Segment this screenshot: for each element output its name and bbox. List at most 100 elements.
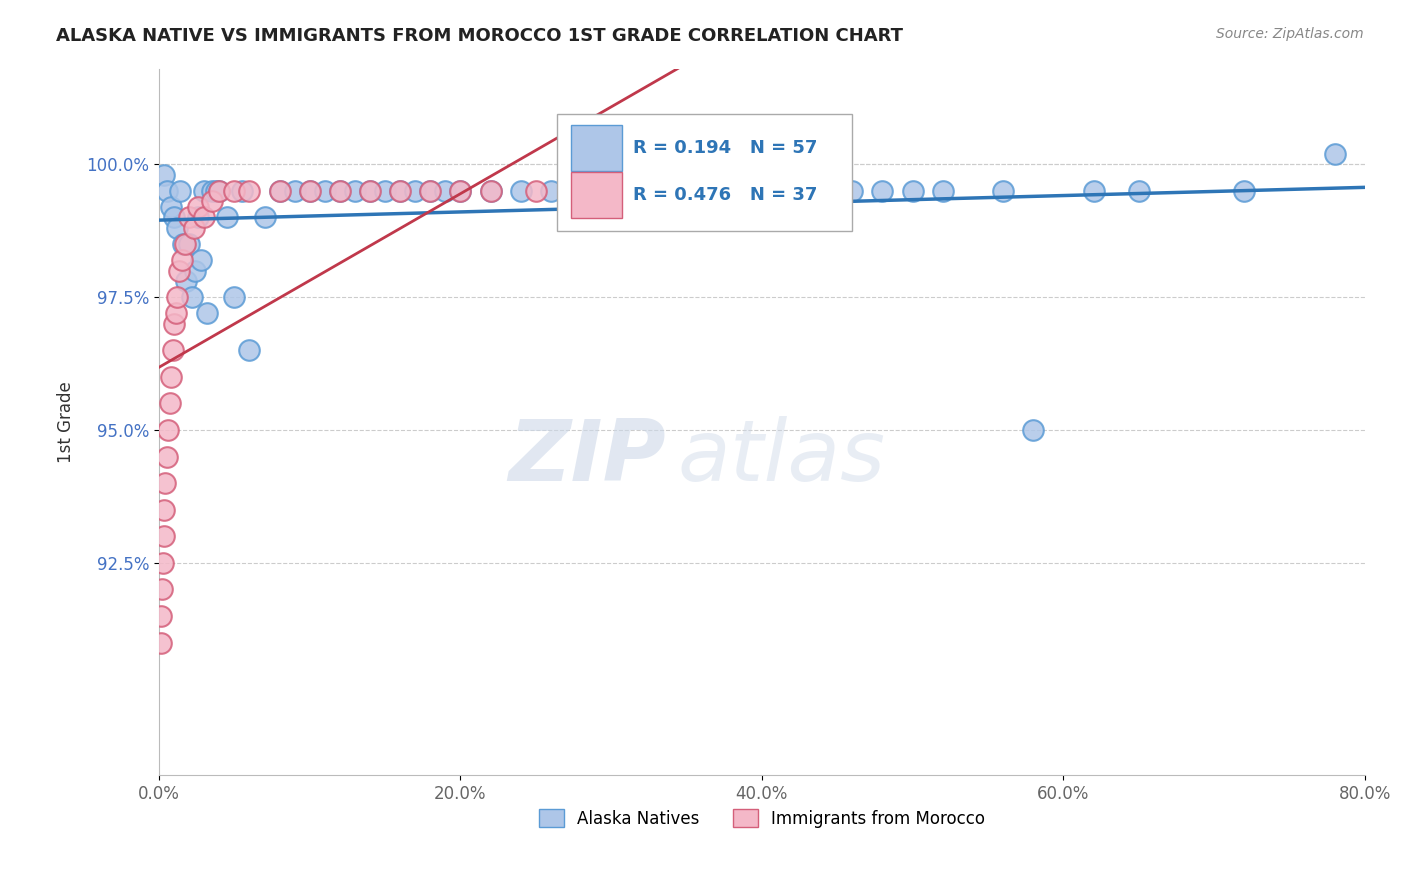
Text: atlas: atlas [678,416,886,499]
Point [166,290,188,304]
Point [152,529,174,543]
Point [269,184,291,198]
Point [201,194,224,209]
Point [153,502,176,516]
Point [449,184,471,198]
Point [149,635,172,649]
Point [205,184,228,198]
Point [449,184,471,198]
Point [224,290,246,304]
Text: ALASKA NATIVE VS IMMIGRANTS FROM MOROCCO 1ST GRADE CORRELATION CHART: ALASKA NATIVE VS IMMIGRANTS FROM MOROCCO… [56,27,903,45]
Point [195,306,218,320]
Point [329,184,352,198]
Point [991,184,1014,198]
Point [238,184,260,198]
FancyBboxPatch shape [557,114,852,231]
Y-axis label: 1st Grade: 1st Grade [58,381,75,463]
Point [569,184,592,198]
Point [183,221,205,235]
Point [600,184,623,198]
Point [284,184,307,198]
Text: R = 0.476   N = 37: R = 0.476 N = 37 [633,186,817,204]
Point [1022,423,1045,437]
Point [419,184,441,198]
Point [600,184,623,198]
Point [173,236,195,251]
Point [167,263,190,277]
Point [193,211,215,225]
Point [179,211,201,225]
Point [157,423,180,437]
Point [780,184,803,198]
Point [419,184,441,198]
Point [187,211,209,225]
Point [872,184,894,198]
Point [811,184,834,198]
Point [160,200,183,214]
FancyBboxPatch shape [571,125,621,171]
Text: ZIP: ZIP [508,416,665,499]
Point [153,476,176,491]
Point [661,184,683,198]
Point [389,184,412,198]
Point [224,184,246,198]
Point [720,184,742,198]
Point [179,236,201,251]
Point [152,556,174,570]
Point [174,274,197,288]
Point [1083,184,1105,198]
Point [343,184,366,198]
Point [208,184,231,198]
Point [1128,184,1150,198]
Point [359,184,381,198]
Point [675,184,697,198]
Point [162,343,184,358]
Point [166,221,188,235]
Point [253,211,276,225]
Point [163,317,186,331]
Point [314,184,336,198]
Point [163,211,186,225]
Point [152,168,174,182]
Point [389,184,412,198]
Point [187,200,209,214]
Point [181,290,204,304]
Point [524,184,547,198]
Point [690,184,713,198]
Point [231,184,253,198]
Point [165,306,187,320]
Point [184,263,207,277]
Point [150,582,173,597]
Point [208,184,231,198]
Point [630,184,652,198]
Point [1323,146,1346,161]
Point [170,252,193,267]
Text: Source: ZipAtlas.com: Source: ZipAtlas.com [1216,27,1364,41]
Point [509,184,531,198]
Point [155,450,177,464]
Text: R = 0.194   N = 57: R = 0.194 N = 57 [633,139,817,157]
Point [841,184,863,198]
Legend: Alaska Natives, Immigrants from Morocco: Alaska Natives, Immigrants from Morocco [531,803,991,834]
Point [298,184,321,198]
Point [201,184,224,198]
Point [404,184,426,198]
Point [479,184,502,198]
Point [155,184,177,198]
Point [190,252,212,267]
Point [172,236,194,251]
Point [193,184,215,198]
Point [169,184,191,198]
Point [329,184,352,198]
Point [359,184,381,198]
Point [1233,184,1256,198]
Point [434,184,457,198]
Point [269,184,291,198]
FancyBboxPatch shape [571,172,621,219]
Point [540,184,562,198]
Point [215,211,238,225]
Point [238,343,260,358]
Point [160,369,183,384]
Point [159,396,181,410]
Point [374,184,396,198]
